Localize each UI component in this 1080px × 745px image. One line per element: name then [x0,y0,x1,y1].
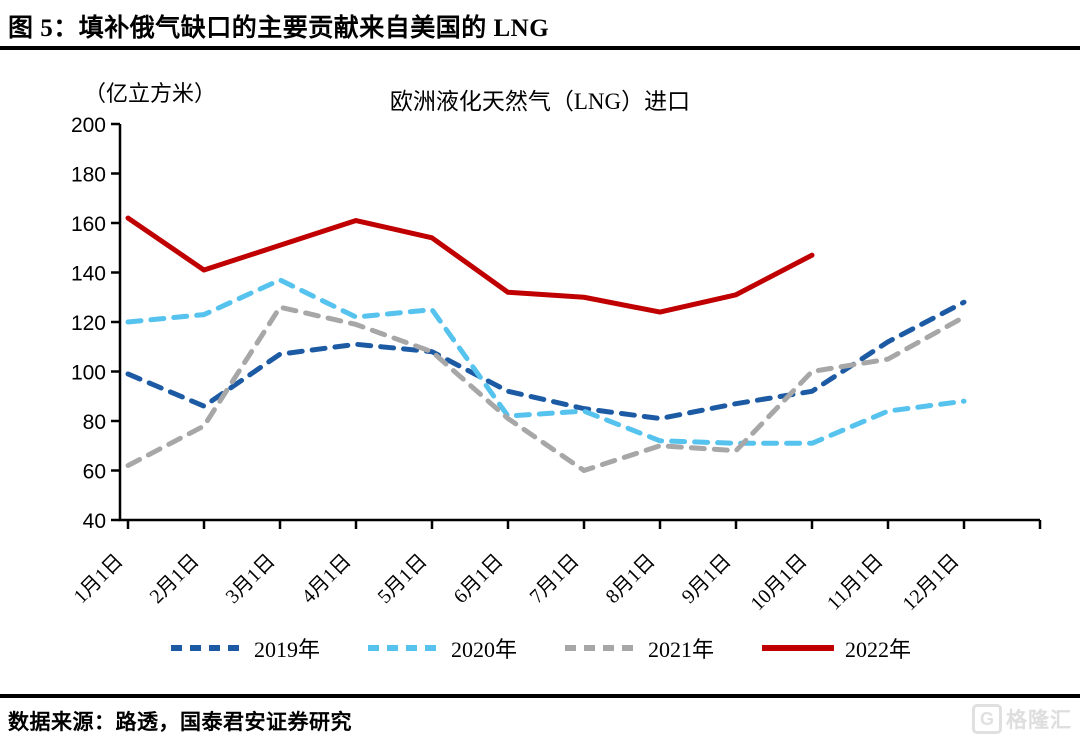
series-line-2020年 [125,277,967,446]
y-axis-unit-label: （亿立方米） [84,81,217,106]
svg-text:40: 40 [83,510,106,533]
legend-line-sample [367,645,440,651]
series-line-2019年 [125,299,967,422]
x-tick-label: 6月1日 [450,550,508,608]
chart-legend: 2019年 2020年 2021年 2022年 [0,632,1080,664]
lng-import-line-chart: 40 60 80 100 120 140 160 180 200 1月1日 2月1日 3月1日 4月1日… [70,114,1042,615]
legend-label: 2020年 [450,637,517,662]
legend-label: 2019年 [253,637,320,662]
legend-line-sample [762,645,835,651]
x-tick-label: 8月1日 [602,550,660,608]
legend-label: 2021年 [648,637,715,662]
svg-text:120: 120 [71,312,106,335]
x-tick-label: 2月1日 [146,550,204,608]
gelonghui-watermark-text: 格隆汇 [1006,709,1072,732]
gelonghui-watermark: G 格隆汇 [972,704,1072,734]
x-tick-label: 7月1日 [526,550,584,608]
x-tick-label: 11月1日 [823,550,888,615]
svg-text:140: 140 [71,263,106,286]
legend-item-2022年: 2022年 [760,632,911,664]
legend-label: 2022年 [845,637,912,662]
legend-item-2020年: 2020年 [366,632,517,664]
svg-text:100: 100 [71,362,106,385]
gelonghui-logo-icon: G [972,704,1002,734]
legend-line-sample [170,645,243,651]
x-tick-label: 10月1日 [746,550,811,615]
top-divider [0,46,1080,50]
series-line-2022年 [125,215,815,315]
series-line-2021年 [125,304,967,473]
x-tick-label: 3月1日 [222,550,280,608]
legend-item-2021年: 2021年 [563,632,714,664]
svg-text:200: 200 [71,114,106,137]
chart-title: 欧洲液化天然气（LNG）进口 [389,89,691,114]
bottom-divider [0,694,1080,698]
x-tick-label: 1月1日 [70,550,128,608]
figure-title: 图 5：填补俄气缺口的主要贡献来自美国的 LNG [8,15,550,42]
x-tick-label: 12月1日 [898,550,963,615]
svg-text:160: 160 [71,213,106,236]
source-note: 数据来源：路透，国泰君安证券研究 [8,710,352,734]
legend-line-sample [565,645,637,651]
x-tick-label: 5月1日 [374,550,432,608]
legend-item-2019年: 2019年 [169,632,320,664]
x-tick-label: 9月1日 [678,550,736,608]
svg-text:80: 80 [83,411,106,434]
svg-text:180: 180 [71,164,106,187]
x-tick-label: 4月1日 [298,550,356,608]
svg-text:60: 60 [83,461,106,484]
